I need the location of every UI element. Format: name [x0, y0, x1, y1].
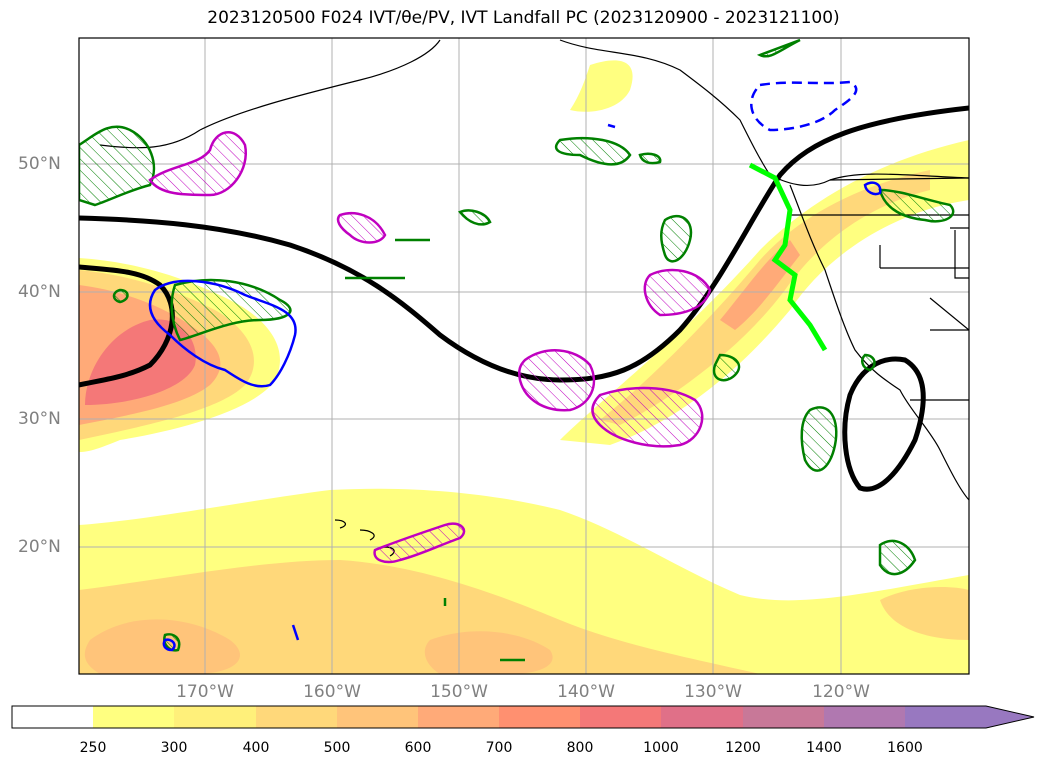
- lat-label-40n: 40°N: [18, 282, 61, 302]
- colorbar-tick-label: 1000: [643, 740, 679, 756]
- colorbar-tick-label: 500: [323, 740, 351, 756]
- colorbar-tick-label: 700: [485, 740, 513, 756]
- landfall-line: [748, 162, 828, 352]
- colorbar-tick-label: 1600: [887, 740, 923, 756]
- lat-label-20n: 20°N: [18, 537, 61, 557]
- colorbar: [11, 705, 1035, 729]
- coastlines: [99, 39, 969, 557]
- lon-label-120w: 120°W: [812, 682, 870, 702]
- lon-label-130w: 130°W: [684, 682, 742, 702]
- lon-label-160w: 160°W: [303, 682, 361, 702]
- pv-negative-contours: [148, 80, 882, 652]
- landfall-pc-contours: [148, 131, 712, 564]
- map-panel: [79, 38, 969, 674]
- lon-label-150w: 150°W: [430, 682, 488, 702]
- colorbar-tick-label: 1200: [725, 740, 761, 756]
- map-frame: [78, 37, 970, 675]
- lon-label-140w: 140°W: [557, 682, 615, 702]
- colorbar-tick-label: 1400: [806, 740, 842, 756]
- colorbar-tick-label: 600: [404, 740, 432, 756]
- colorbar-tick-label: 400: [242, 740, 270, 756]
- colorbar-tick-label: 800: [566, 740, 594, 756]
- lat-label-50n: 50°N: [18, 154, 61, 174]
- lon-label-170w: 170°W: [176, 682, 234, 702]
- colorbar-tick-label: 250: [79, 740, 107, 756]
- figure-title: 2023120500 F024 IVT/θe/PV, IVT Landfall …: [207, 8, 840, 28]
- colorbar-tick-label: 300: [160, 740, 188, 756]
- lat-label-30n: 30°N: [18, 409, 61, 429]
